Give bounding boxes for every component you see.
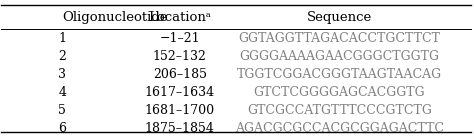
Text: Sequence: Sequence — [307, 11, 372, 24]
Text: 6: 6 — [58, 122, 66, 135]
Text: 3: 3 — [58, 68, 66, 81]
Text: GTCGCCATGTTTCCCGTCTG: GTCGCCATGTTTCCCGTCTG — [247, 104, 432, 117]
Text: GGTAGGTTAGACACCTGCTTCT: GGTAGGTTAGACACCTGCTTCT — [238, 32, 440, 45]
Text: 1617–1634: 1617–1634 — [145, 86, 215, 99]
Text: 1681–1700: 1681–1700 — [145, 104, 215, 117]
Text: −1–21: −1–21 — [160, 32, 200, 45]
Text: 2: 2 — [58, 50, 66, 63]
Text: Oligonucleotide: Oligonucleotide — [63, 11, 168, 24]
Text: AGACGCGCCACGCGGAGACTTC: AGACGCGCCACGCGGAGACTTC — [235, 122, 444, 135]
Text: Locationᵃ: Locationᵃ — [148, 11, 211, 24]
Text: 4: 4 — [58, 86, 66, 99]
Text: 1: 1 — [58, 32, 66, 45]
Text: GGGGAAAAGAACGGGCTGGTG: GGGGAAAAGAACGGGCTGGTG — [239, 50, 439, 63]
Text: GTCTCGGGGAGCACGGTG: GTCTCGGGGAGCACGGTG — [254, 86, 425, 99]
Text: 5: 5 — [58, 104, 66, 117]
Text: 206–185: 206–185 — [153, 68, 207, 81]
Text: 152–132: 152–132 — [153, 50, 207, 63]
Text: 1875–1854: 1875–1854 — [145, 122, 215, 135]
Text: TGGTCGGACGGGTAAGTAACAG: TGGTCGGACGGGTAAGTAACAG — [237, 68, 442, 81]
